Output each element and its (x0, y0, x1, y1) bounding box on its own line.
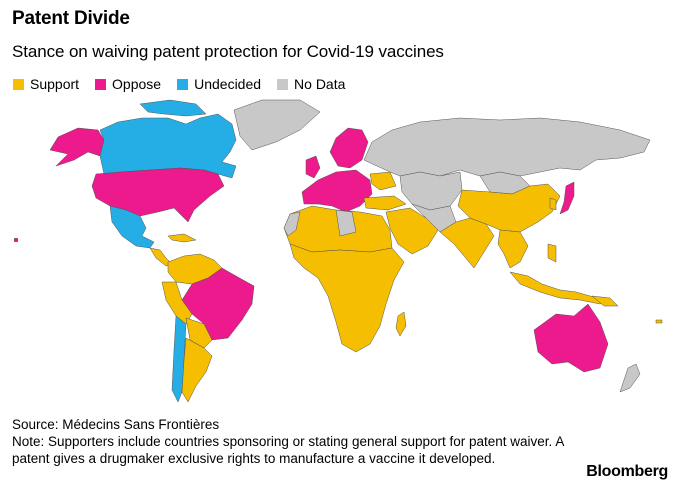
region-sub-saharan-africa (289, 243, 405, 353)
region-hawaii (13, 237, 19, 243)
region-philippines (547, 243, 557, 263)
legend-item-nodata: No Data (277, 76, 345, 92)
legend-swatch-undecided (177, 78, 189, 90)
region-china (457, 183, 561, 233)
region-turkey (363, 195, 407, 211)
region-greenland (233, 99, 321, 151)
legend-item-undecided: Undecided (177, 76, 261, 92)
legend: Support Oppose Undecided No Data (13, 76, 361, 92)
region-southeast-asia (497, 229, 529, 269)
region-bolivia-paraguay (185, 317, 213, 349)
region-indonesia (509, 271, 609, 305)
region-new-guinea (591, 295, 619, 307)
region-usa (91, 167, 225, 223)
region-russia (363, 117, 651, 177)
region-fiji (655, 319, 663, 324)
region-alaska (49, 127, 105, 167)
region-libya (335, 209, 357, 237)
region-mexico (109, 205, 155, 249)
region-madagascar (395, 311, 407, 337)
region-western-sahara (283, 211, 301, 237)
chart-subtitle: Stance on waiving patent protection for … (12, 42, 444, 61)
source-text: Source: Médecins Sans Frontières (12, 417, 220, 432)
region-argentina (181, 337, 213, 403)
footnotes: Source: Médecins Sans Frontières Note: S… (12, 416, 572, 467)
region-australia (533, 303, 609, 373)
region-japan (559, 181, 575, 215)
region-canada-islands (139, 99, 207, 117)
legend-item-support: Support (13, 76, 79, 92)
region-canada (99, 113, 237, 179)
region-new-zealand (619, 363, 641, 393)
legend-label-oppose: Oppose (112, 76, 162, 92)
world-map (0, 95, 680, 410)
legend-swatch-support (13, 78, 24, 90)
region-middle-east (385, 207, 439, 255)
region-scandinavia (329, 127, 369, 169)
legend-swatch-oppose (95, 78, 107, 90)
region-uk (305, 155, 321, 179)
bloomberg-logo: Bloomberg (586, 463, 668, 480)
legend-item-oppose: Oppose (95, 76, 161, 92)
region-pakistan-india (439, 217, 495, 269)
region-central-asia (399, 171, 463, 211)
legend-swatch-nodata (277, 78, 289, 90)
legend-label-nodata: No Data (294, 76, 346, 92)
region-korea (549, 197, 557, 211)
region-ukraine (369, 171, 397, 191)
region-caribbean (167, 233, 197, 243)
legend-label-support: Support (30, 76, 80, 92)
note-text: Note: Supporters include countries spons… (12, 434, 564, 466)
legend-label-undecided: Undecided (194, 76, 262, 92)
chart-title: Patent Divide (12, 8, 130, 29)
